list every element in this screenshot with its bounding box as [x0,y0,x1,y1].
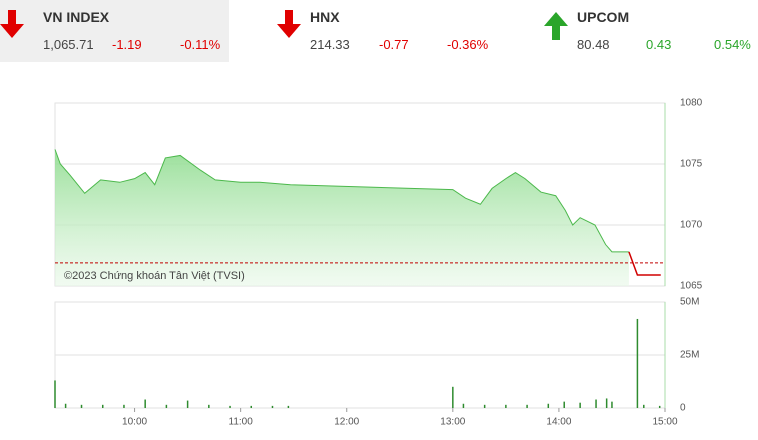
volume-bar [186,400,189,408]
volume-bar [563,401,565,408]
volume-bar [462,403,465,408]
volume-bar [101,404,104,408]
index-percent: -0.11% [180,37,221,52]
volume-bar [505,404,507,408]
price-line [54,149,629,253]
arrow-shape [277,10,301,38]
volume-bar [526,404,528,408]
volume-bar [452,386,454,408]
y-tick-label: 50M [680,297,699,308]
price-line [628,251,661,276]
x-tick-label: 11:00 [229,417,254,428]
direction-arrow [0,10,24,38]
volume-bar [643,404,645,408]
index-card: UPCOM 80.48 0.43 0.54% [534,0,758,62]
volume-bar [605,398,608,408]
y-tick-label: 1080 [680,98,703,109]
y-tick-label: 1065 [680,281,703,292]
y-tick-label: 0 [680,403,686,414]
x-tick-label: 14:00 [546,417,571,428]
index-value: 80.48 [577,37,610,52]
index-change: 0.43 [646,37,672,52]
volume-bar [64,403,67,408]
x-tick-label: 15:00 [652,417,677,428]
y-tick-label: 25M [680,350,699,361]
volume-bar [208,404,210,408]
index-value: 214.33 [310,37,350,52]
volume-bar [271,405,274,408]
volume-bar [483,404,486,408]
volume-bar [579,402,581,408]
direction-arrow [544,12,568,40]
volume-bar [287,405,290,408]
volume-bar [595,399,597,408]
y-tick-label: 1075 [680,159,703,170]
arrow-shape [0,10,24,38]
volume-bar [54,380,56,408]
volume-bar [611,401,613,408]
volume-bar [547,403,550,408]
volume-bar [123,404,125,408]
index-change: -1.19 [112,37,142,52]
index-card: VN INDEX 1,065.71 -1.19 -0.11% [0,0,229,62]
x-tick-label: 10:00 [122,417,147,428]
x-tick-label: 13:00 [440,417,465,428]
y-tick-label: 1070 [680,220,703,231]
volume-bar [229,405,231,408]
index-change: -0.77 [379,37,409,52]
area [55,149,629,286]
volume-bar [658,405,661,408]
index-card: HNX 214.33 -0.77 -0.36% [267,0,496,62]
volume-bar [80,404,83,408]
index-percent: -0.36% [447,37,489,52]
index-name: VN INDEX [43,9,110,25]
index-name: HNX [310,9,340,25]
index-name: UPCOM [577,9,630,25]
volume-bar [144,399,146,408]
index-value: 1,065.71 [43,37,94,52]
arrow-shape [544,12,568,40]
x-tick-label: 12:00 [334,417,359,428]
volume-bar [165,404,168,408]
direction-arrow [277,10,301,38]
index-percent: 0.54% [714,37,751,52]
volume-bar [636,318,639,408]
volume-bar [250,405,253,408]
annotation: ©2023 Chứng khoán Tân Việt (TVSI) [64,270,245,282]
